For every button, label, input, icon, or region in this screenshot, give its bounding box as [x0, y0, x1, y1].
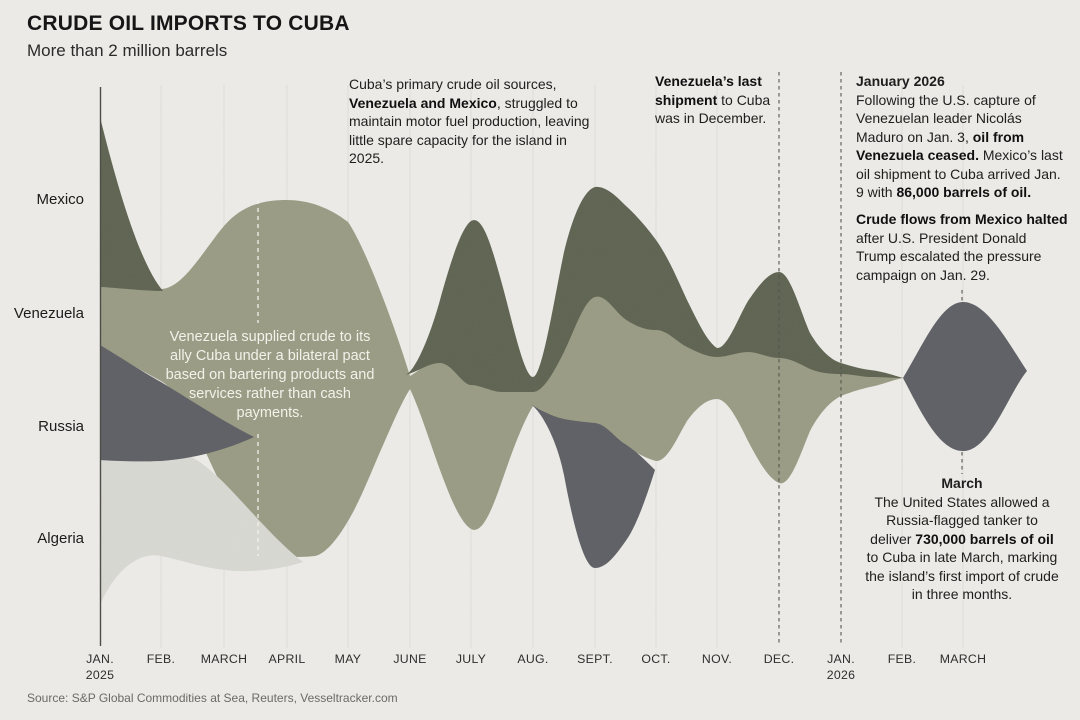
axis-year-2025: 2025 — [85, 668, 115, 682]
axis-month-4: MAY — [334, 652, 362, 666]
annotation-mexico-halt: Crude flows from Mexico halted after U.S… — [856, 210, 1068, 284]
source-credit: Source: S&P Global Commodities at Sea, R… — [27, 691, 398, 705]
axis-month-10: NOV. — [701, 652, 733, 666]
annotation-mexico-halt-post: after U.S. President Donald Trump escala… — [856, 229, 1042, 283]
axis-month-13: FEB. — [887, 652, 917, 666]
axis-month-12: JAN. — [827, 652, 855, 666]
annotation-january-2026: January 2026 Following the U.S. capture o… — [856, 72, 1068, 202]
axis-month-0: JAN. — [86, 652, 114, 666]
country-label-mexico: Mexico — [36, 191, 84, 208]
axis-month-8: SEPT. — [577, 652, 613, 666]
axis-month-2: MARCH — [200, 652, 248, 666]
country-label-algeria: Algeria — [37, 530, 84, 547]
annotation-capacity-bold: Venezuela and Mexico — [349, 94, 497, 111]
annotation-last-shipment-bold: Venezuela’s last shipment — [655, 73, 762, 108]
annotation-january-2026-bold2: 86,000 barrels of oil. — [896, 184, 1032, 200]
annotation-march-2026-heading: March — [941, 475, 983, 491]
annotation-march-2026-pre: The United States allowed a Russia-flagg… — [870, 493, 1050, 547]
annotation-last-shipment: Venezuela’s last shipment to Cuba was in… — [655, 72, 779, 128]
axis-month-14: MARCH — [939, 652, 987, 666]
axis-month-6: JULY — [455, 652, 487, 666]
axis-month-11: DEC. — [763, 652, 795, 666]
annotation-last-shipment-post: to Cuba was in December. — [655, 91, 771, 127]
country-label-venezuela: Venezuela — [13, 305, 84, 322]
axis-month-9: OCT. — [641, 652, 671, 666]
annotation-march-2026-bold: 730,000 barrels of oil — [915, 530, 1054, 547]
axis-month-5: JUNE — [393, 652, 427, 666]
annotation-january-2026-mid: Mexico’s last oil shipment to Cuba arriv… — [856, 147, 1063, 200]
axis-month-1: FEB. — [146, 652, 176, 666]
annotation-january-2026-bold1: oil from Venezuela ceased. — [856, 128, 1025, 164]
annotation-january-2026-heading: January 2026 — [856, 73, 945, 89]
country-label-russia: Russia — [38, 418, 84, 435]
axis-month-3: APRIL — [268, 652, 306, 666]
annotation-capacity-post: , struggled to maintain motor fuel produ… — [349, 94, 590, 167]
annotation-mexico-halt-bold: Crude flows from Mexico halted — [856, 211, 1068, 227]
axis-month-7: AUG. — [517, 652, 549, 666]
annotation-capacity: Cuba’s primary crude oil sources, Venezu… — [349, 75, 601, 168]
annotation-march-2026: March The United States allowed a Russia-… — [864, 474, 1060, 604]
annotation-january-2026-pre: Following the U.S. capture of Venezuelan… — [856, 91, 1036, 145]
annotation-capacity-pre: Cuba’s primary crude oil sources, — [349, 76, 557, 92]
page-title: CRUDE OIL IMPORTS TO CUBA — [27, 12, 350, 35]
annotation-barter-pact: Venezuela supplied crude to its ally Cub… — [165, 329, 375, 421]
chart-subtitle: More than 2 million barrels — [27, 41, 228, 60]
annotation-march-2026-post: to Cuba in late March, marking the islan… — [865, 549, 1059, 602]
axis-year-2026: 2026 — [826, 668, 856, 682]
